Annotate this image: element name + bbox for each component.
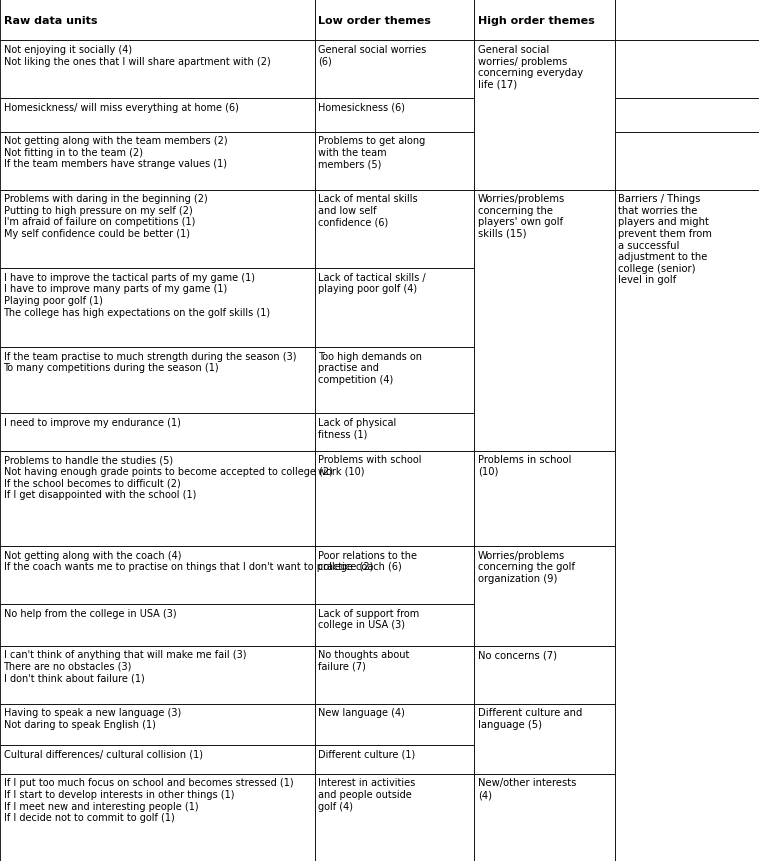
Bar xyxy=(0,190,315,269)
Text: Homesickness/ will miss everything at home (6): Homesickness/ will miss everything at ho… xyxy=(4,102,238,113)
Text: No thoughts about
failure (7): No thoughts about failure (7) xyxy=(319,649,410,671)
Text: Lack of tactical skills /
playing poor golf (4): Lack of tactical skills / playing poor g… xyxy=(319,273,426,294)
Text: Cultural differences/ cultural collision (1): Cultural differences/ cultural collision… xyxy=(4,748,203,759)
Text: Interest in activities
and people outside
golf (4): Interest in activities and people outsid… xyxy=(319,777,416,811)
Bar xyxy=(0,703,315,745)
Bar xyxy=(315,41,474,99)
Bar xyxy=(0,0,315,41)
Bar xyxy=(474,646,615,703)
Text: New/other interests
(4): New/other interests (4) xyxy=(478,777,576,799)
Text: New language (4): New language (4) xyxy=(319,707,405,717)
Bar xyxy=(474,190,615,451)
Bar xyxy=(0,451,315,547)
Bar xyxy=(474,41,615,190)
Text: I need to improve my endurance (1): I need to improve my endurance (1) xyxy=(4,418,181,427)
Bar xyxy=(315,190,474,269)
Bar xyxy=(474,451,615,547)
Bar xyxy=(615,133,759,190)
Text: No help from the college in USA (3): No help from the college in USA (3) xyxy=(4,608,176,618)
Text: Different culture (1): Different culture (1) xyxy=(319,748,416,759)
Bar xyxy=(0,774,315,861)
Bar xyxy=(474,774,615,861)
Text: If I put too much focus on school and becomes stressed (1)
If I start to develop: If I put too much focus on school and be… xyxy=(4,777,293,822)
Bar xyxy=(615,0,759,41)
Text: I can't think of anything that will make me fail (3)
There are no obstacles (3)
: I can't think of anything that will make… xyxy=(4,649,246,683)
Bar xyxy=(0,99,315,133)
Bar xyxy=(615,99,759,133)
Text: I have to improve the tactical parts of my game (1)
I have to improve many parts: I have to improve the tactical parts of … xyxy=(4,273,271,318)
Bar xyxy=(0,348,315,414)
Text: High order themes: High order themes xyxy=(478,15,594,26)
Bar xyxy=(474,0,615,41)
Text: If the team practise to much strength during the season (3)
To many competitions: If the team practise to much strength du… xyxy=(4,351,296,373)
Bar xyxy=(315,646,474,703)
Bar xyxy=(315,703,474,745)
Text: Worries/problems
concerning the
players' own golf
skills (15): Worries/problems concerning the players'… xyxy=(478,194,565,238)
Text: Lack of support from
college in USA (3): Lack of support from college in USA (3) xyxy=(319,608,420,629)
Bar xyxy=(615,41,759,99)
Text: Having to speak a new language (3)
Not daring to speak English (1): Having to speak a new language (3) Not d… xyxy=(4,707,181,728)
Text: Too high demands on
practise and
competition (4): Too high demands on practise and competi… xyxy=(319,351,423,384)
Text: Problems in school
(10): Problems in school (10) xyxy=(478,455,572,476)
Bar xyxy=(0,604,315,646)
Bar xyxy=(315,269,474,348)
Bar xyxy=(0,414,315,451)
Bar xyxy=(315,774,474,861)
Bar xyxy=(615,190,759,861)
Bar xyxy=(0,745,315,774)
Text: Different culture and
language (5): Different culture and language (5) xyxy=(478,707,582,728)
Bar xyxy=(315,99,474,133)
Text: Worries/problems
concerning the golf
organization (9): Worries/problems concerning the golf org… xyxy=(478,550,575,583)
Bar xyxy=(0,41,315,99)
Text: Barriers / Things
that worries the
players and might
prevent them from
a success: Barriers / Things that worries the playe… xyxy=(619,194,712,285)
Bar xyxy=(474,547,615,646)
Bar xyxy=(315,604,474,646)
Text: Problems to get along
with the team
members (5): Problems to get along with the team memb… xyxy=(319,136,426,169)
Text: Raw data units: Raw data units xyxy=(4,15,97,26)
Text: Problems with daring in the beginning (2)
Putting to high pressure on my self (2: Problems with daring in the beginning (2… xyxy=(4,194,207,238)
Bar xyxy=(315,451,474,547)
Text: Problems to handle the studies (5)
Not having enough grade points to become acce: Problems to handle the studies (5) Not h… xyxy=(4,455,332,499)
Text: General social worries
(6): General social worries (6) xyxy=(319,45,427,66)
Bar xyxy=(0,133,315,190)
Text: Not getting along with the team members (2)
Not fitting in to the team (2)
If th: Not getting along with the team members … xyxy=(4,136,227,169)
Bar xyxy=(315,745,474,774)
Text: Lack of mental skills
and low self
confidence (6): Lack of mental skills and low self confi… xyxy=(319,194,418,227)
Bar xyxy=(315,547,474,604)
Text: Not enjoying it socially (4)
Not liking the ones that I will share apartment wit: Not enjoying it socially (4) Not liking … xyxy=(4,45,270,66)
Text: No concerns (7): No concerns (7) xyxy=(478,649,557,660)
Bar xyxy=(315,0,474,41)
Bar xyxy=(315,348,474,414)
Text: Not getting along with the coach (4)
If the coach wants me to practise on things: Not getting along with the coach (4) If … xyxy=(4,550,373,572)
Bar xyxy=(0,547,315,604)
Bar xyxy=(315,133,474,190)
Text: General social
worries/ problems
concerning everyday
life (17): General social worries/ problems concern… xyxy=(478,45,583,90)
Bar xyxy=(0,269,315,348)
Text: Low order themes: Low order themes xyxy=(319,15,431,26)
Bar xyxy=(0,646,315,703)
Bar xyxy=(315,414,474,451)
Text: Problems with school
work (10): Problems with school work (10) xyxy=(319,455,422,476)
Text: Lack of physical
fitness (1): Lack of physical fitness (1) xyxy=(319,418,397,439)
Bar xyxy=(474,703,615,774)
Text: Homesickness (6): Homesickness (6) xyxy=(319,102,405,113)
Text: Poor relations to the
college coach (6): Poor relations to the college coach (6) xyxy=(319,550,417,572)
